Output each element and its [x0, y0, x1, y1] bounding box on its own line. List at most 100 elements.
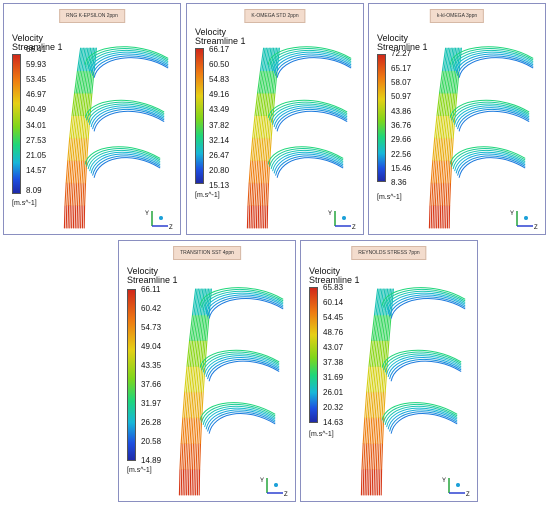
streamline: [267, 137, 271, 162]
legend-tick: 29.66: [391, 135, 412, 144]
streamline: [446, 92, 450, 117]
streamline: [452, 92, 456, 117]
streamline: [441, 160, 444, 184]
streamline: [247, 182, 250, 207]
streamline: [378, 468, 381, 496]
legend-tick: 32.14: [209, 136, 230, 145]
streamline: [250, 204, 253, 229]
legend-tick: 50.97: [391, 92, 412, 101]
streamline: [275, 155, 344, 176]
streamline: [377, 442, 380, 470]
streamline: [93, 57, 169, 78]
streamline: [435, 115, 440, 139]
streamline: [374, 365, 378, 393]
streamline: [447, 137, 451, 162]
legend-tick: 49.04: [141, 342, 162, 351]
streamline: [251, 182, 254, 207]
streamline: [72, 160, 76, 184]
streamline: [432, 204, 435, 229]
streamline: [449, 182, 452, 207]
streamline: [253, 160, 257, 184]
streamline: [190, 365, 195, 393]
streamline: [84, 99, 165, 119]
legend-tick: 14.63: [323, 418, 344, 427]
streamline: [268, 115, 272, 139]
streamline: [81, 137, 84, 162]
streamline: [267, 46, 352, 65]
streamline: [257, 115, 261, 139]
streamline: [379, 339, 384, 367]
streamline: [202, 290, 284, 310]
streamline-figure: [63, 46, 169, 229]
legend-title: Velocity Streamline 1: [12, 34, 63, 52]
streamline: [449, 92, 453, 117]
streamline: [187, 391, 191, 419]
streamline: [179, 442, 182, 470]
streamline: [376, 417, 380, 445]
streamline: [68, 182, 71, 207]
streamline-figure: [428, 46, 534, 229]
streamline: [442, 137, 446, 162]
streamline: [64, 182, 67, 207]
legend-tick: 43.35: [141, 361, 162, 370]
panel-title: TRANSITION SST 4ppn: [173, 246, 241, 260]
streamline: [256, 182, 259, 207]
streamline: [77, 92, 82, 117]
streamline: [195, 468, 197, 496]
legend-tick: 27.53: [26, 136, 47, 145]
streamline: [276, 110, 348, 132]
streamline: [86, 137, 89, 162]
streamline: [92, 55, 169, 76]
streamline: [70, 160, 74, 184]
streamline: [202, 365, 206, 393]
streamline: [82, 182, 85, 207]
streamline: [75, 182, 78, 207]
streamline: [73, 92, 77, 117]
streamline: [196, 339, 200, 367]
streamline: [87, 103, 165, 123]
streamline: [77, 115, 81, 139]
streamline: [263, 70, 268, 94]
streamline: [440, 115, 445, 139]
streamline: [388, 314, 392, 342]
streamline: [383, 288, 466, 308]
streamline: [268, 47, 273, 72]
streamline: [86, 92, 90, 117]
streamline: [451, 101, 530, 121]
streamline: [254, 182, 257, 207]
legend-tick: 31.97: [141, 399, 162, 408]
streamline: [196, 391, 199, 419]
streamline: [272, 105, 348, 125]
streamline: [184, 442, 187, 470]
streamline: [381, 287, 466, 306]
streamline: [369, 365, 373, 393]
streamline: [79, 137, 83, 162]
streamline: [274, 70, 278, 94]
axis-triad-icon: YZ: [145, 211, 173, 230]
streamline: [441, 92, 445, 117]
streamline: [439, 92, 444, 117]
streamline: [75, 115, 80, 139]
streamline: [265, 92, 270, 117]
streamline: [389, 358, 462, 380]
streamline: [182, 391, 186, 419]
streamline: [444, 137, 448, 162]
streamline: [201, 314, 206, 342]
streamline: [445, 204, 447, 229]
streamline: [82, 47, 87, 72]
legend-tick: 49.16: [209, 90, 230, 99]
streamline: [384, 353, 462, 373]
streamline: [434, 204, 436, 229]
legend-tick: 22.56: [391, 150, 412, 159]
streamline: [74, 137, 78, 162]
legend-tick: 26.01: [323, 388, 344, 397]
streamline: [63, 204, 66, 229]
streamline: [259, 47, 265, 72]
streamline: [85, 70, 89, 94]
streamline: [268, 70, 272, 94]
streamline: [83, 70, 88, 94]
streamline: [269, 92, 273, 117]
streamline: [450, 47, 455, 72]
streamline: [366, 365, 370, 393]
streamline: [183, 391, 187, 419]
